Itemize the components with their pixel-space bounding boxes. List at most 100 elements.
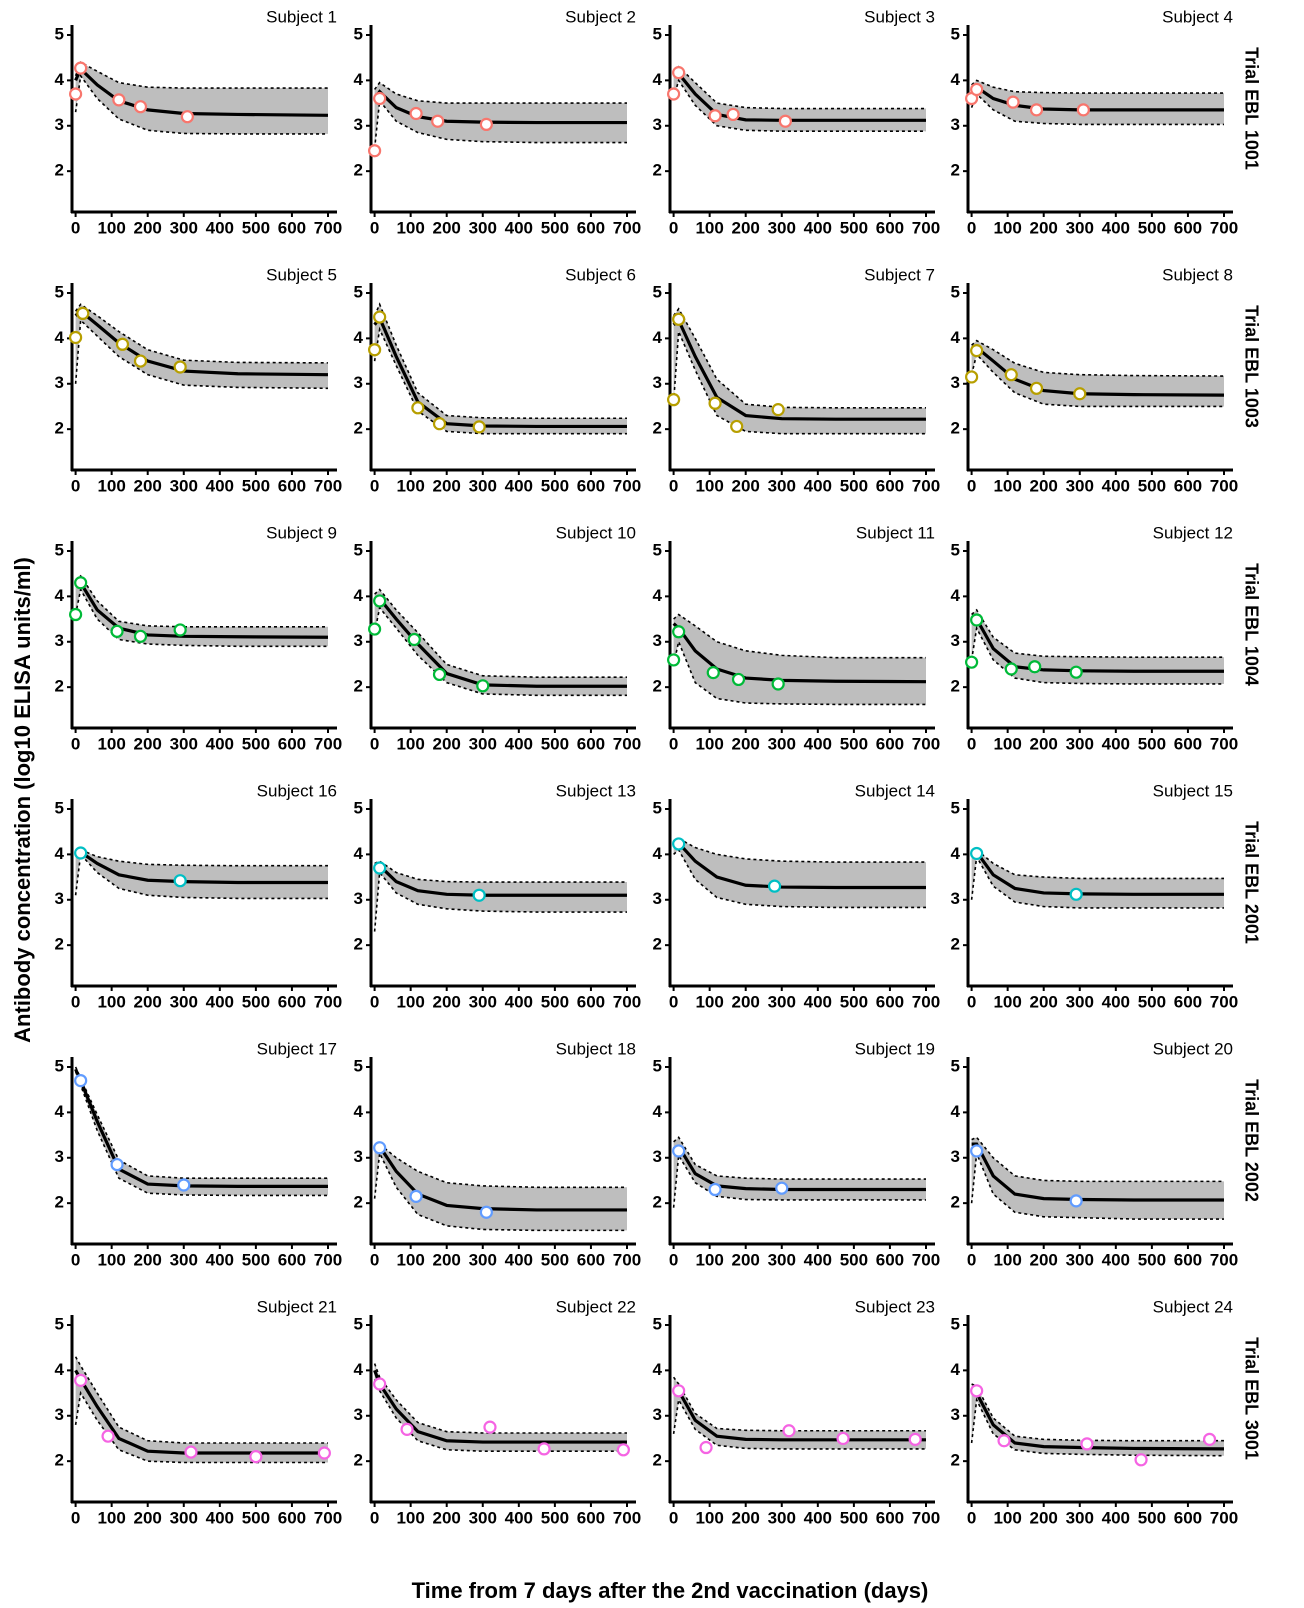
y-tick-label: 5: [354, 282, 363, 301]
panel-title: Subject 13: [556, 781, 636, 800]
x-tick-label: 700: [912, 218, 940, 237]
x-tick-label: 200: [134, 476, 162, 495]
x-tick-label: 700: [613, 992, 641, 1011]
observation: [1069, 887, 1083, 901]
x-tick-label: 500: [541, 1508, 569, 1527]
y-tick-label: 4: [55, 328, 65, 347]
x-tick-label: 200: [134, 1508, 162, 1527]
observation: [771, 403, 785, 417]
fitted-line: [970, 1387, 1224, 1451]
x-tick-label: 400: [505, 476, 533, 495]
observation: [997, 1434, 1011, 1448]
observation: [1076, 103, 1090, 117]
observation: [771, 677, 785, 691]
y-tick-label: 2: [55, 1451, 64, 1470]
x-tick-label: 100: [695, 1250, 723, 1269]
y-tick-label: 5: [55, 540, 64, 559]
panel-title: Subject 23: [855, 1297, 935, 1316]
y-tick-label: 5: [653, 24, 662, 43]
x-tick-label: 700: [1210, 1250, 1238, 1269]
y-tick-label: 4: [653, 1360, 663, 1379]
x-tick-label: 100: [97, 1508, 125, 1527]
x-tick-label: 0: [71, 476, 80, 495]
y-tick-label: 3: [951, 373, 960, 392]
y-tick-label: 4: [354, 1102, 364, 1121]
y-tick-label: 5: [951, 540, 960, 559]
observation: [368, 343, 382, 357]
x-tick-label: 700: [314, 1250, 342, 1269]
observation: [1029, 381, 1044, 395]
y-tick-label: 2: [951, 935, 960, 954]
confidence-band: [75, 575, 328, 647]
x-tick-label: 100: [695, 218, 723, 237]
y-tick-label: 5: [55, 24, 64, 43]
x-tick-label: 0: [370, 476, 379, 495]
observation: [1202, 1432, 1217, 1446]
x-tick-label: 100: [993, 734, 1021, 753]
x-tick-label: 100: [396, 992, 424, 1011]
x-tick-label: 600: [278, 218, 306, 237]
x-tick-label: 0: [669, 734, 678, 753]
y-tick-label: 4: [951, 328, 961, 347]
x-tick-label: 600: [876, 476, 904, 495]
observation: [667, 87, 681, 101]
x-tick-label: 200: [433, 218, 461, 237]
x-tick-label: 700: [1210, 992, 1238, 1011]
lower-bound: [673, 848, 926, 909]
x-tick-label: 0: [669, 992, 678, 1011]
lower-bound: [74, 587, 328, 648]
x-tick-label: 600: [1174, 992, 1202, 1011]
y-tick-label: 4: [951, 70, 961, 89]
observation: [249, 1450, 263, 1464]
observation: [970, 1144, 984, 1158]
observation: [483, 1420, 497, 1434]
x-tick-label: 700: [613, 476, 641, 495]
x-tick-label: 600: [278, 1508, 306, 1527]
x-tick-label: 400: [505, 218, 533, 237]
panel-title: Subject 8: [1162, 265, 1233, 284]
x-tick-label: 0: [71, 1508, 80, 1527]
x-tick-label: 500: [840, 734, 868, 753]
x-tick-label: 400: [1102, 476, 1130, 495]
observation: [479, 117, 493, 132]
x-tick-label: 600: [1174, 1508, 1202, 1527]
x-tick-label: 300: [469, 476, 497, 495]
y-tick-label: 5: [653, 282, 662, 301]
x-tick-label: 700: [314, 1508, 342, 1527]
x-tick-label: 0: [967, 1508, 976, 1527]
observation: [836, 1431, 850, 1446]
x-tick-label: 300: [469, 992, 497, 1011]
x-tick-label: 0: [71, 992, 80, 1011]
x-tick-label: 300: [469, 1508, 497, 1527]
x-tick-label: 500: [840, 476, 868, 495]
y-tick-label: 3: [55, 373, 64, 392]
y-tick-label: 5: [354, 1314, 363, 1333]
x-tick-label: 600: [876, 1250, 904, 1269]
x-tick-label: 500: [541, 476, 569, 495]
y-tick-label: 3: [55, 631, 64, 650]
x-tick-label: 700: [613, 218, 641, 237]
y-tick-label: 4: [55, 70, 65, 89]
observation: [476, 679, 490, 693]
y-tick-label: 2: [354, 1451, 363, 1470]
y-tick-label: 3: [653, 889, 662, 908]
x-tick-label: 300: [768, 1508, 796, 1527]
x-tick-label: 400: [505, 1508, 533, 1527]
observation: [667, 393, 681, 407]
y-tick-label: 4: [354, 844, 364, 863]
x-tick-label: 300: [1066, 992, 1094, 1011]
y-tick-label: 2: [951, 1451, 960, 1470]
x-tick-label: 500: [840, 218, 868, 237]
panel-title: Subject 24: [1153, 1297, 1233, 1316]
y-tick-label: 2: [653, 1451, 662, 1470]
x-tick-label: 500: [242, 218, 270, 237]
x-tick-label: 700: [613, 1250, 641, 1269]
x-tick-label: 200: [1030, 1508, 1058, 1527]
observation: [180, 110, 194, 124]
y-tick-label: 2: [354, 935, 363, 954]
x-tick-label: 700: [1210, 476, 1238, 495]
y-tick-label: 2: [55, 935, 64, 954]
y-tick-label: 5: [354, 24, 363, 43]
upper-bound: [971, 1136, 1224, 1183]
